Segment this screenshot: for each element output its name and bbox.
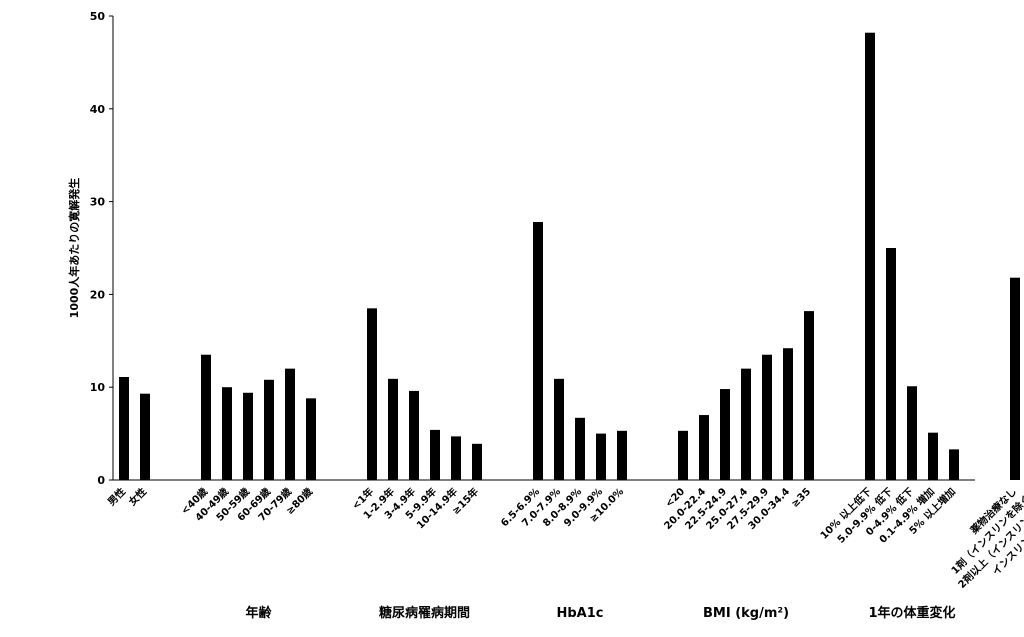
bar <box>741 368 751 480</box>
bar <box>222 387 232 480</box>
y-tick-label: 30 <box>90 196 106 209</box>
bar <box>533 222 543 481</box>
bar <box>367 308 377 480</box>
axes-layer <box>112 16 975 481</box>
bar <box>264 379 274 480</box>
bar <box>678 430 688 480</box>
bar <box>472 443 482 480</box>
bar <box>783 348 793 480</box>
bar <box>119 376 129 480</box>
bar <box>617 430 627 480</box>
bar <box>928 432 938 480</box>
y-tick-label: 20 <box>90 288 106 301</box>
category-label: 男性 <box>105 485 128 508</box>
bar <box>388 378 398 480</box>
bar <box>285 368 295 480</box>
group-label: 年齢 <box>245 605 272 621</box>
bar <box>949 449 959 480</box>
bar <box>720 389 730 480</box>
group-label: HbA1c <box>557 606 604 621</box>
bar <box>201 354 211 480</box>
group-label: 糖尿病罹病期間 <box>379 605 470 621</box>
bar <box>865 32 875 480</box>
y-tick-label: 0 <box>97 474 105 487</box>
bar <box>575 417 585 480</box>
y-tick-label: 10 <box>90 381 106 394</box>
bar <box>140 393 150 480</box>
bar <box>762 354 772 480</box>
category-label: 女性 <box>126 485 149 508</box>
bar <box>804 311 814 480</box>
group-label: BMI (kg/m²) <box>703 606 789 621</box>
bar <box>596 433 606 480</box>
bar <box>243 392 253 480</box>
bar <box>1010 277 1020 480</box>
bar <box>409 390 419 480</box>
bar <box>306 398 316 480</box>
y-tick-label: 40 <box>90 103 106 116</box>
bar <box>451 436 461 480</box>
bar <box>430 429 440 480</box>
bar <box>554 378 564 480</box>
y-axis-label: 1000人年あたりの寛解発生 <box>67 178 81 319</box>
group-label: 1年の体重変化 <box>868 605 955 621</box>
bar <box>907 386 917 480</box>
bar <box>699 415 709 480</box>
y-tick-label: 50 <box>90 10 106 23</box>
category-label: ≥35 <box>790 486 814 510</box>
y-ticks-layer: 0 10 20 30 40 50 <box>90 10 113 487</box>
bar <box>886 248 896 480</box>
bars-layer <box>119 32 1020 481</box>
